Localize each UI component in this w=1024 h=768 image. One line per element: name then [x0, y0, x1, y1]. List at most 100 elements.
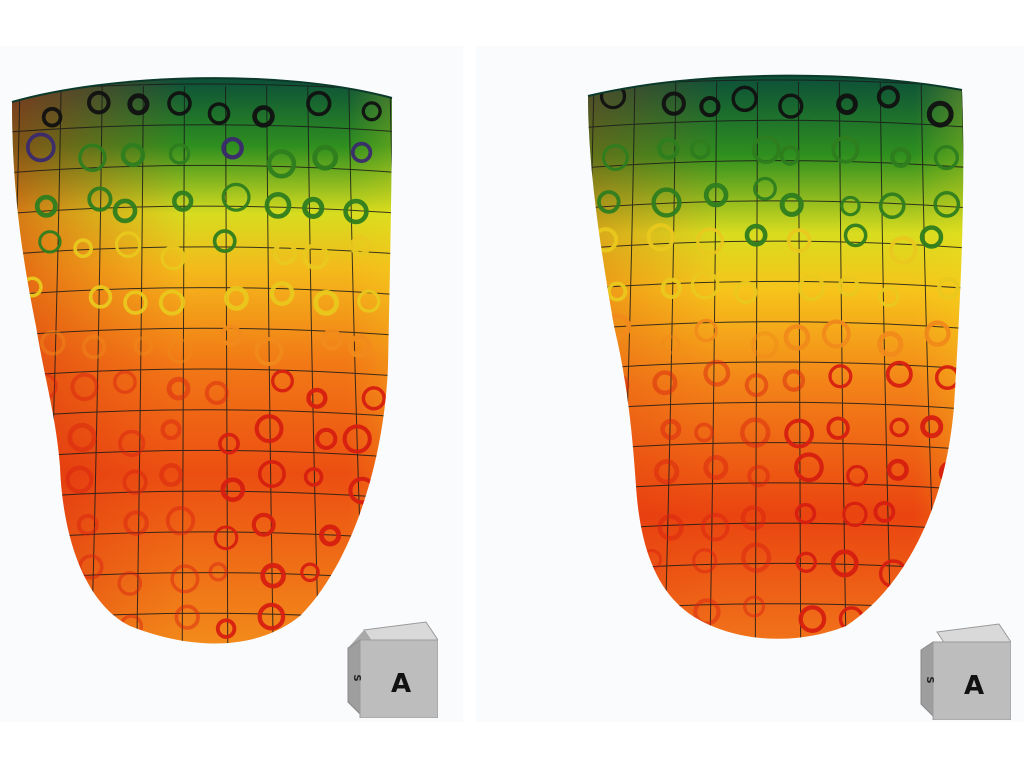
marker-ring	[34, 194, 58, 218]
marker-ring	[689, 138, 711, 160]
marker-ring	[302, 242, 330, 270]
left-ventricle-surface	[587, 74, 964, 639]
marker-ring	[25, 416, 52, 444]
marker-ring	[302, 196, 325, 219]
marker-ring	[740, 505, 767, 531]
marker-ring	[750, 331, 779, 360]
orientation-cube[interactable]: A S	[919, 620, 1012, 721]
marker-ring	[252, 105, 275, 128]
marker-ring	[653, 459, 680, 485]
marker-ring	[700, 512, 730, 542]
marker-ring	[693, 598, 721, 626]
marker-ring	[794, 452, 824, 483]
marker-ring	[779, 145, 801, 166]
marker-ring	[303, 467, 324, 487]
marker-ring	[117, 571, 143, 596]
marker-ring	[842, 501, 868, 528]
marker-ring	[312, 144, 339, 171]
marker-ring	[112, 198, 138, 224]
marker-ring	[843, 223, 868, 248]
marker-ring	[607, 281, 628, 302]
mesh-line	[588, 200, 964, 210]
marker-ring	[795, 551, 817, 573]
marker-ring	[221, 136, 244, 160]
mesh-line	[12, 409, 392, 419]
marker-ring	[302, 615, 323, 637]
marker-ring	[784, 418, 815, 449]
marker-ring	[350, 141, 373, 164]
mesh-line	[12, 368, 392, 378]
right-3d-viewport[interactable]: A S	[476, 46, 1024, 722]
mesh-line	[136, 85, 144, 644]
marker-ring	[786, 228, 812, 253]
marker-ring	[215, 618, 237, 639]
marker-ring	[204, 380, 229, 405]
mesh-line	[588, 401, 964, 411]
marker-ring	[220, 324, 242, 347]
marker-ring	[158, 289, 185, 316]
marker-ring	[167, 91, 192, 116]
mesh-line	[709, 81, 718, 639]
marker-ring	[118, 429, 146, 458]
marker-ring	[703, 454, 729, 481]
orientation-cube[interactable]: A S	[346, 618, 439, 719]
marker-ring	[208, 562, 228, 582]
marker-ring	[651, 187, 682, 218]
marker-ring	[595, 458, 617, 481]
mesh-line	[588, 361, 964, 371]
cube-side-label: S	[351, 674, 362, 681]
marker-ring	[122, 469, 148, 495]
marker-ring	[936, 510, 964, 538]
marker-ring	[924, 320, 951, 347]
marker-ring	[361, 386, 386, 411]
marker-ring	[798, 274, 825, 302]
marker-ring	[648, 595, 675, 622]
marker-ring	[254, 337, 284, 366]
marker-ring	[885, 360, 913, 388]
marker-ring	[830, 549, 859, 578]
marker-ring	[306, 90, 332, 117]
left-3d-viewport[interactable]: A S	[0, 46, 463, 722]
marker-ring	[160, 245, 186, 271]
marker-ring	[919, 225, 944, 249]
marker-ring	[782, 369, 806, 392]
marker-ring	[933, 144, 959, 171]
marker-ring	[127, 93, 150, 116]
marker-ring	[159, 463, 184, 487]
marker-ring	[319, 524, 342, 547]
marker-ring	[660, 277, 683, 300]
marker-ring	[783, 324, 811, 351]
marker-ring	[889, 417, 910, 438]
marker-ring	[38, 230, 62, 254]
marker-ring	[78, 143, 107, 173]
marker-ring	[114, 231, 142, 258]
marker-ring	[596, 414, 625, 443]
marker-ring	[690, 270, 720, 300]
marker-ring	[251, 512, 276, 537]
marker-ring	[657, 514, 684, 541]
marker-ring	[877, 331, 904, 358]
marker-ring	[361, 101, 382, 122]
marker-ring	[343, 198, 369, 225]
marker-ring	[703, 359, 731, 387]
marker-ring	[753, 176, 777, 201]
mesh-line	[588, 81, 595, 639]
marker-ring	[933, 191, 961, 218]
marker-ring	[254, 414, 284, 444]
marker-ring	[76, 513, 99, 536]
marker-ring	[271, 369, 294, 393]
marker-ring	[221, 182, 251, 212]
marker-ring	[703, 182, 729, 208]
marker-ring	[794, 502, 817, 525]
marker-ring	[123, 290, 148, 315]
marker-ring	[167, 338, 193, 364]
marker-ring	[597, 190, 621, 214]
marker-ring	[878, 286, 900, 308]
marker-ring	[213, 525, 239, 551]
marker-ring	[886, 458, 909, 481]
marker-ring	[306, 387, 328, 409]
marker-ring	[342, 424, 372, 454]
marker-ring	[40, 329, 66, 356]
mesh-line	[12, 327, 392, 337]
marker-ring	[661, 334, 681, 355]
